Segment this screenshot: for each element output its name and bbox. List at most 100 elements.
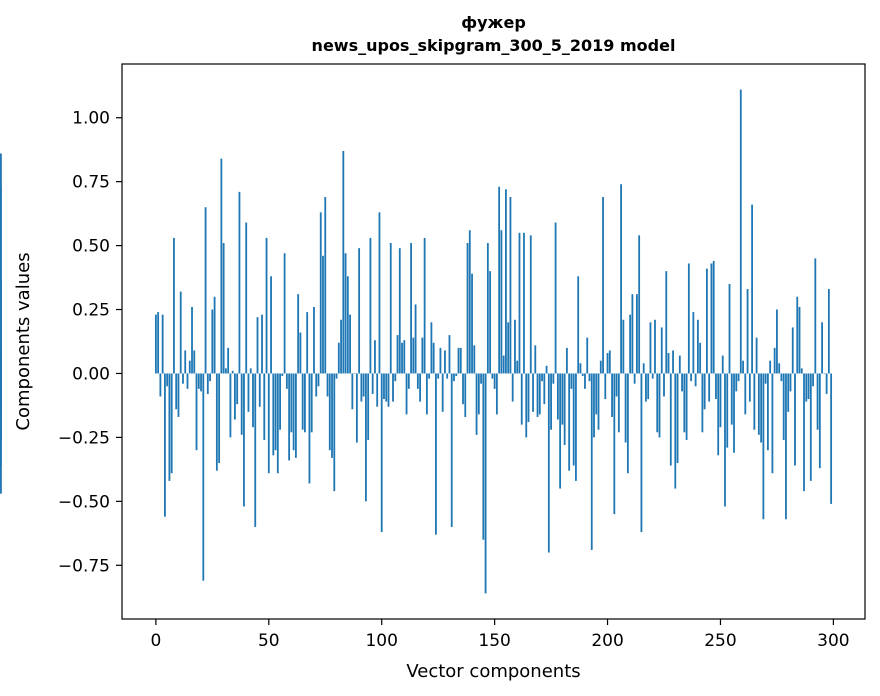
bar <box>631 294 634 374</box>
bar <box>724 373 726 507</box>
bar <box>430 322 433 374</box>
bar <box>791 327 794 374</box>
bar <box>195 373 198 451</box>
bar <box>351 373 354 410</box>
bar <box>378 212 381 374</box>
bar <box>220 158 223 374</box>
bar <box>358 248 361 374</box>
bar <box>737 373 740 382</box>
bar <box>812 373 814 387</box>
bar <box>328 373 331 451</box>
bar <box>446 373 449 379</box>
bar <box>588 373 591 382</box>
bar <box>520 373 523 425</box>
bar <box>536 373 539 417</box>
bar <box>215 373 218 471</box>
bar <box>735 373 738 392</box>
bar <box>593 373 595 438</box>
bar <box>638 235 641 374</box>
bar <box>267 373 270 474</box>
bar <box>613 373 616 515</box>
bar <box>606 353 609 374</box>
bar <box>764 373 767 384</box>
bar <box>721 355 724 374</box>
bar <box>258 373 261 407</box>
bar <box>297 294 300 374</box>
bar <box>315 373 318 397</box>
plot-frame <box>121 63 866 620</box>
bar <box>629 314 632 374</box>
bar <box>667 353 670 374</box>
bar <box>274 373 277 451</box>
bar <box>803 373 805 492</box>
bar <box>599 360 602 374</box>
bar <box>570 373 573 389</box>
bar <box>353 373 356 374</box>
bar <box>699 342 702 374</box>
y-tick-label: 0.50 <box>72 237 110 257</box>
bar <box>787 373 790 412</box>
bar <box>166 373 169 387</box>
bar <box>346 276 349 374</box>
bar <box>168 373 171 481</box>
bar <box>771 373 774 474</box>
bar <box>674 373 677 489</box>
bar <box>459 347 462 374</box>
bar <box>333 373 336 492</box>
bar <box>615 373 618 397</box>
bar <box>394 373 397 382</box>
bar <box>256 317 259 374</box>
bar <box>640 373 643 533</box>
y-axis: −0.75 −0.50 −0.25 0.00 0.25 0.50 0.75 1.00 <box>58 109 122 576</box>
bar <box>493 373 496 389</box>
bar <box>464 373 467 417</box>
y-tick-label: 0.25 <box>72 301 110 321</box>
bar <box>288 373 291 461</box>
bar <box>453 373 455 382</box>
bar <box>164 373 166 517</box>
bar <box>581 373 584 377</box>
bar <box>645 373 647 402</box>
bar <box>367 373 370 440</box>
y-tick-label: −0.50 <box>58 492 110 512</box>
bar <box>342 150 345 374</box>
bar <box>712 260 715 374</box>
bar <box>247 373 250 412</box>
bar <box>559 373 562 489</box>
bar <box>416 373 419 389</box>
bar <box>313 306 315 374</box>
bar <box>590 373 593 550</box>
bar <box>200 373 202 392</box>
bar <box>647 373 650 400</box>
bar <box>642 363 645 374</box>
bar <box>782 373 785 440</box>
bar <box>690 373 693 382</box>
bar <box>365 373 367 502</box>
bar <box>584 373 586 389</box>
bar <box>518 232 521 374</box>
bar <box>319 212 322 374</box>
y-tick-label: −0.25 <box>58 428 110 448</box>
bar <box>547 373 550 553</box>
bar <box>498 186 501 374</box>
bar <box>505 189 507 374</box>
bar <box>785 373 787 520</box>
bar <box>213 296 216 374</box>
bar <box>717 373 720 456</box>
bar <box>475 373 478 435</box>
bar <box>177 373 180 417</box>
bar <box>561 373 564 425</box>
bar <box>229 373 232 438</box>
bar <box>742 360 744 374</box>
bar <box>473 345 476 374</box>
bar <box>317 373 320 387</box>
bar <box>222 243 225 374</box>
bar <box>437 373 440 379</box>
bar <box>173 237 175 374</box>
bar <box>748 373 751 402</box>
x-axis-label: Vector components <box>406 661 580 682</box>
bar <box>310 373 313 433</box>
bar <box>575 373 577 481</box>
bar <box>701 373 704 433</box>
bar <box>432 342 435 374</box>
